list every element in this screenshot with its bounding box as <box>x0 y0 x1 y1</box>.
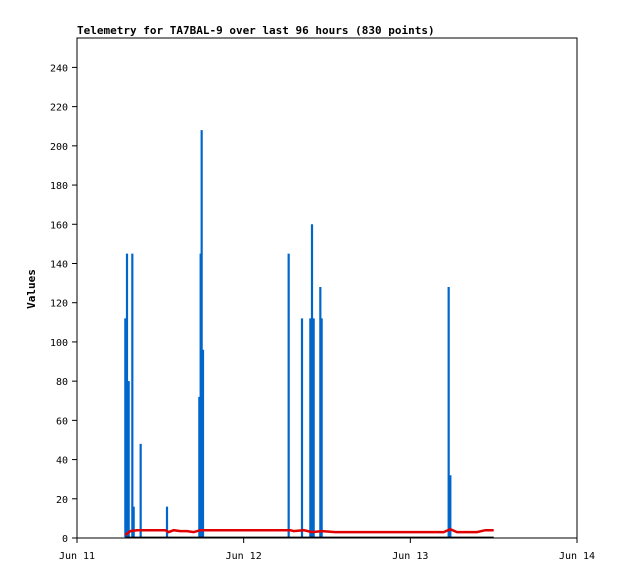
plot-frame <box>76 37 578 539</box>
y-tick-label: 120 <box>50 299 68 310</box>
y-tick-label: 60 <box>56 416 68 427</box>
y-tick-label: 80 <box>56 377 68 388</box>
y-tick-label: 240 <box>50 63 68 74</box>
y-tick-label: 140 <box>50 259 68 270</box>
x-tick-label: Jun 11 <box>59 551 95 562</box>
y-tick-label: 180 <box>50 181 68 192</box>
x-tick-label: Jun 13 <box>392 551 428 562</box>
x-axis: Jun 11 Jun 12 Jun 13 Jun 14 <box>59 538 595 562</box>
chart-title: Telemetry for TA7BAL-9 over last 96 hour… <box>77 24 435 37</box>
line-series <box>124 527 494 539</box>
x-tick-label: Jun 14 <box>559 551 595 562</box>
y-tick-label: 40 <box>56 456 68 467</box>
y-axis-label: Values <box>25 269 38 309</box>
x-tick-label: Jun 12 <box>226 551 262 562</box>
y-tick-label: 220 <box>50 103 68 114</box>
y-tick-label: 200 <box>50 142 68 153</box>
red-series-line <box>124 527 494 537</box>
y-tick-label: 160 <box>50 220 68 231</box>
y-tick-label: 0 <box>62 534 68 545</box>
spike-series <box>124 130 452 538</box>
y-tick-label: 20 <box>56 495 68 506</box>
y-axis: 0 20 40 60 80 100 120 140 160 180 200 220 240 <box>50 63 77 545</box>
y-tick-label: 100 <box>50 338 68 349</box>
